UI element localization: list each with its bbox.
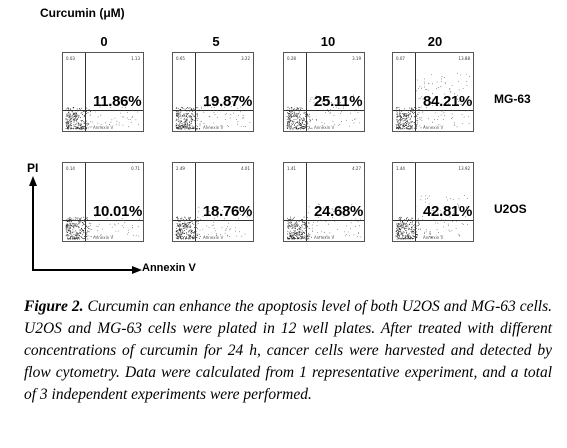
scatter-dots bbox=[395, 194, 468, 240]
quadrant-ll-value: 78.29 bbox=[176, 223, 188, 228]
quadrant-line-horizontal bbox=[284, 220, 364, 221]
quadrant-ur-value: 13.88 bbox=[458, 56, 470, 61]
panel-axis-label: Annexin V bbox=[314, 235, 335, 240]
apoptosis-percent: 18.76% bbox=[203, 203, 253, 220]
concentration-label: 20 bbox=[427, 34, 443, 49]
quadrant-line-vertical bbox=[415, 53, 416, 131]
quadrant-ll-value: 80.43 bbox=[176, 113, 188, 118]
caption-text: Curcumin can enhance the apoptosis level… bbox=[24, 298, 552, 403]
quadrant-line-horizontal bbox=[284, 110, 364, 111]
quadrant-ul-value: 1.44 bbox=[396, 166, 405, 171]
quadrant-line-horizontal bbox=[393, 110, 473, 111]
quadrant-ul-value: 1.41 bbox=[287, 166, 296, 171]
quadrant-ur-value: 0.71 bbox=[131, 166, 140, 171]
apoptosis-percent: 24.68% bbox=[314, 203, 364, 220]
flow-plot-panel: 0.03 1.13 88.58 11.86% Annexin V bbox=[62, 52, 144, 132]
quadrant-line-horizontal bbox=[393, 220, 473, 221]
quadrant-ul-value: 0.03 bbox=[66, 56, 75, 61]
axis-arrows bbox=[29, 176, 142, 274]
panel-axis-label: Annexin V bbox=[93, 235, 114, 240]
quadrant-ur-value: 3.22 bbox=[241, 56, 250, 61]
cell-line-label: MG-63 bbox=[494, 92, 531, 106]
scatter-dots bbox=[287, 203, 361, 240]
panel-axis-label: Annexin V bbox=[203, 235, 224, 240]
quadrant-ll-value: 55.75 bbox=[396, 223, 408, 228]
quadrant-ll-value: 88.58 bbox=[66, 113, 78, 118]
x-axis-arrowhead bbox=[132, 266, 142, 274]
quadrant-line-vertical bbox=[306, 163, 307, 241]
figure-label: Figure 2. bbox=[24, 298, 84, 315]
concentration-label: 10 bbox=[320, 34, 336, 49]
scatter-dots bbox=[395, 72, 471, 130]
y-axis-arrowhead bbox=[29, 176, 37, 186]
quadrant-ul-value: 2.49 bbox=[176, 166, 185, 171]
quadrant-line-vertical bbox=[195, 53, 196, 131]
quadrant-line-horizontal bbox=[63, 220, 143, 221]
quadrant-ur-value: 4.01 bbox=[241, 166, 250, 171]
flow-plot-panel: 0.65 3.22 80.43 19.87% Annexin V bbox=[172, 52, 254, 132]
scatter-dots bbox=[65, 106, 139, 130]
panel-axis-label: Annexin V bbox=[314, 125, 335, 130]
cell-line-label: U2OS bbox=[494, 202, 527, 216]
apoptosis-percent: 19.87% bbox=[203, 93, 253, 110]
quadrant-line-horizontal bbox=[63, 110, 143, 111]
quadrant-ul-value: 0.65 bbox=[176, 56, 185, 61]
quadrant-ll-value: 15.72 bbox=[396, 113, 408, 118]
x-axis-label: Annexin V bbox=[142, 262, 196, 274]
flow-plot-panel: 0.14 0.71 89.85 10.01% Annexin V bbox=[62, 162, 144, 242]
quadrant-ur-value: 3.19 bbox=[352, 56, 361, 61]
quadrant-ur-value: 4.27 bbox=[352, 166, 361, 171]
apoptosis-percent: 10.01% bbox=[93, 203, 143, 220]
flow-plot-panel: 2.49 4.01 78.29 18.76% Annexin V bbox=[172, 162, 254, 242]
panel-axis-label: Annexin V bbox=[423, 125, 444, 130]
concentration-label: 5 bbox=[212, 34, 220, 49]
flow-plot-panel: 0.28 3.19 74.68 25.11% Annexin V bbox=[283, 52, 365, 132]
quadrant-ll-value: 89.85 bbox=[66, 223, 78, 228]
quadrant-ur-value: 1.13 bbox=[131, 56, 140, 61]
quadrant-ur-value: 13.92 bbox=[458, 166, 470, 171]
flow-plot-panel: 1.41 4.27 73.69 24.68% Annexin V bbox=[283, 162, 365, 242]
y-axis-label: PI bbox=[27, 161, 39, 175]
figure-caption: Figure 2. Curcumin can enhance the apopt… bbox=[24, 296, 552, 406]
quadrant-line-vertical bbox=[415, 163, 416, 241]
flow-plot-panel: 1.44 13.92 55.75 42.81% Annexin V bbox=[392, 162, 474, 242]
panel-axis-label: Annexin V bbox=[203, 125, 224, 130]
apoptosis-percent: 11.86% bbox=[93, 93, 142, 110]
apoptosis-percent: 42.81% bbox=[423, 203, 473, 220]
quadrant-ul-value: 0.07 bbox=[396, 56, 405, 61]
panel-axis-label: Annexin V bbox=[423, 235, 444, 240]
quadrant-line-vertical bbox=[85, 163, 86, 241]
quadrant-line-vertical bbox=[85, 53, 86, 131]
scatter-dots bbox=[286, 94, 361, 130]
quadrant-line-horizontal bbox=[173, 110, 253, 111]
apoptosis-percent: 84.21% bbox=[423, 93, 473, 110]
scatter-dots bbox=[175, 100, 251, 130]
scatter-dots bbox=[65, 215, 140, 240]
quadrant-line-horizontal bbox=[173, 220, 253, 221]
quadrant-ll-value: 73.69 bbox=[287, 223, 299, 228]
scatter-dots bbox=[175, 206, 251, 240]
quadrant-line-vertical bbox=[195, 163, 196, 241]
treatment-label: Curcumin (μM) bbox=[40, 6, 125, 20]
apoptosis-percent: 25.11% bbox=[314, 93, 363, 110]
quadrant-ll-value: 74.68 bbox=[287, 113, 299, 118]
quadrant-line-vertical bbox=[306, 53, 307, 131]
panel-axis-label: Annexin V bbox=[93, 125, 114, 130]
quadrant-ul-value: 0.28 bbox=[287, 56, 296, 61]
flow-plot-panel: 0.07 13.88 15.72 84.21% Annexin V bbox=[392, 52, 474, 132]
concentration-label: 0 bbox=[100, 34, 108, 49]
quadrant-ul-value: 0.14 bbox=[66, 166, 75, 171]
